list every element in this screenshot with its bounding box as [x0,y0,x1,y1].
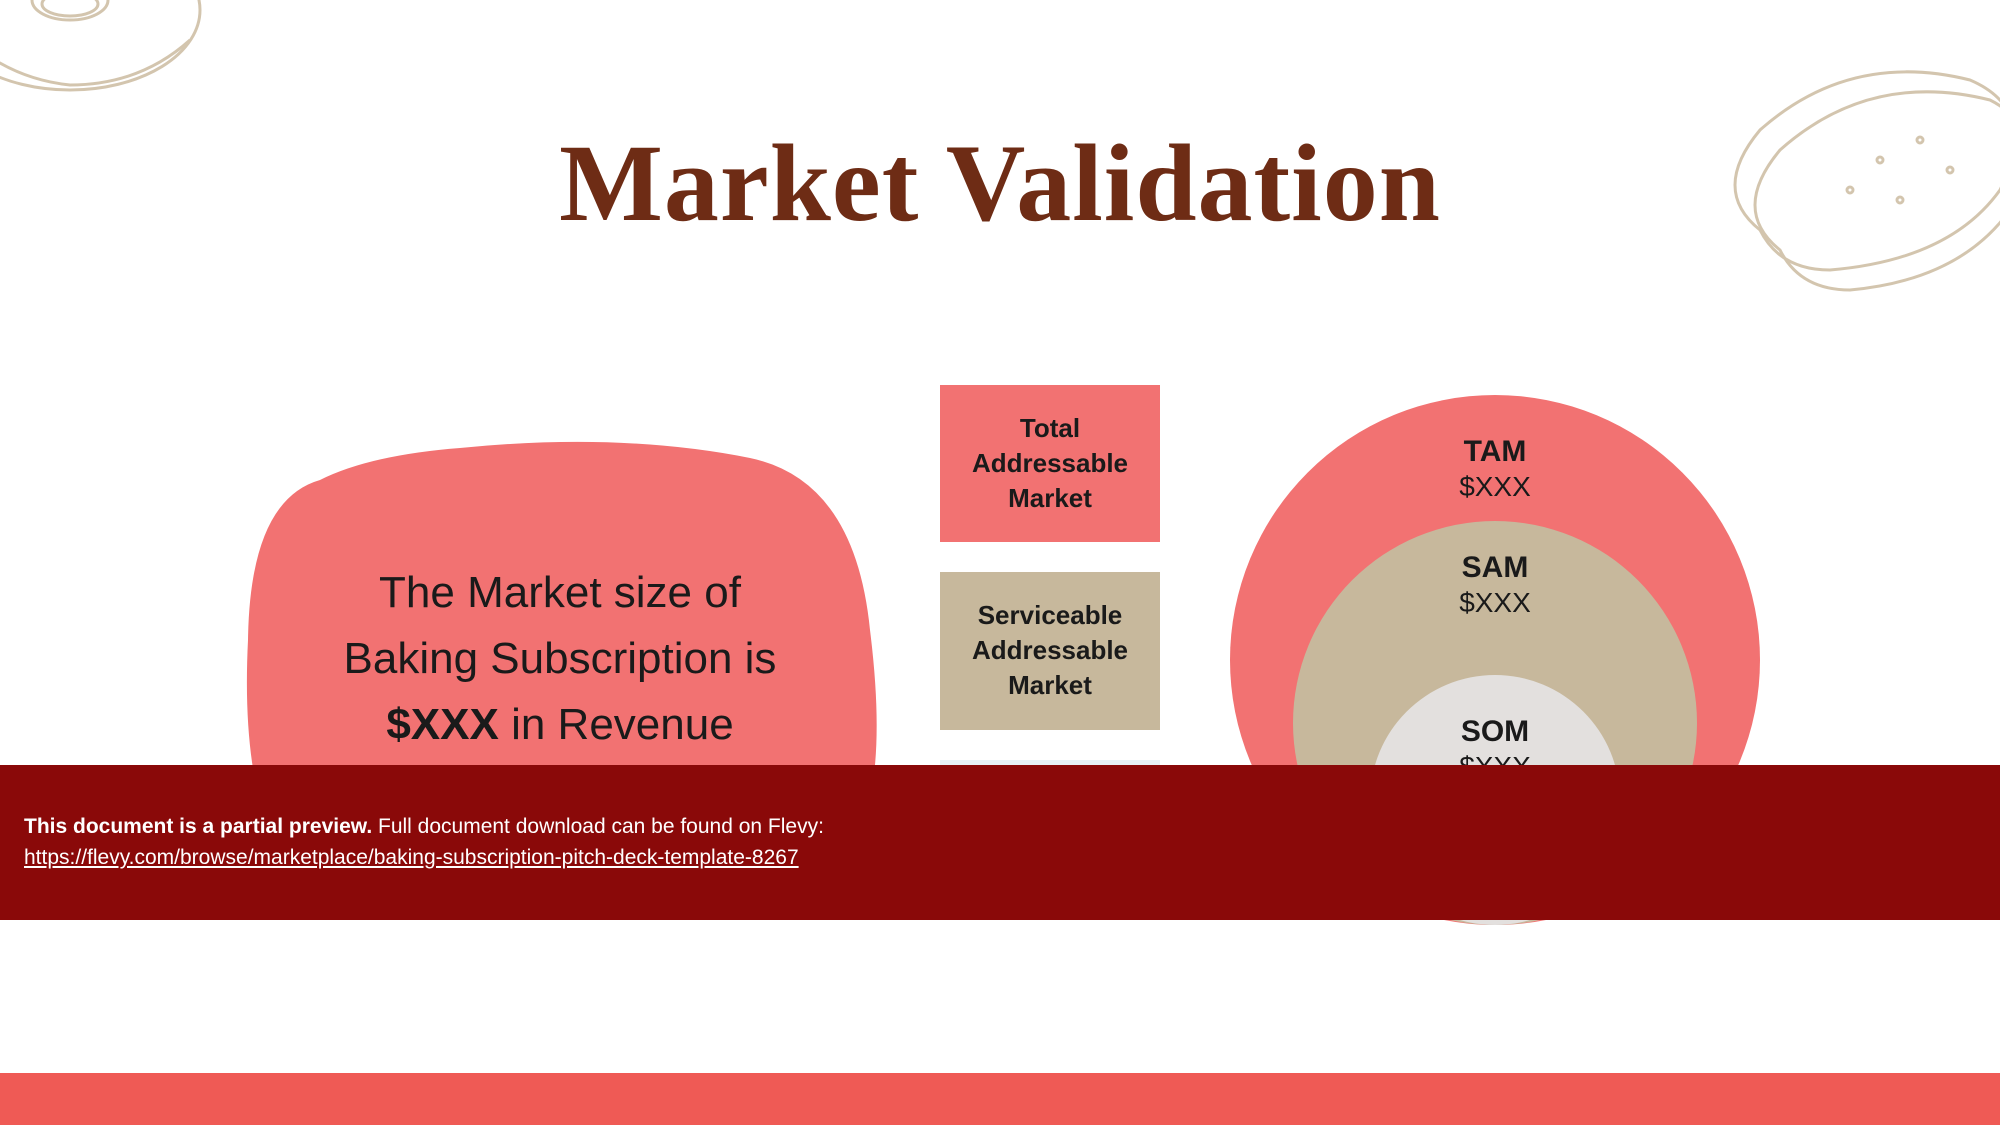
circle-label-sam: SAM$XXX [1293,551,1697,619]
banner-bold: This document is a partial preview. [24,815,372,838]
legend-box-0: Total Addressable Market [940,385,1160,542]
market-size-text: The Market size of Baking Subscription i… [310,560,810,758]
market-size-value: $XXX [386,700,499,749]
bagel-sketch-icon [0,0,240,130]
circle-label-tam: TAM$XXX [1230,435,1760,503]
market-size-prefix: The Market size of Baking Subscription i… [344,568,777,683]
banner-link[interactable]: https://flevy.com/browse/marketplace/bak… [24,843,2000,873]
preview-banner: This document is a partial preview. Full… [0,765,2000,920]
legend-box-1: Serviceable Addressable Market [940,572,1160,729]
bottom-strip [0,1073,2000,1125]
banner-rest: Full document download can be found on F… [372,815,824,838]
page-title: Market Validation [0,120,2000,247]
market-size-suffix: in Revenue [499,700,734,749]
